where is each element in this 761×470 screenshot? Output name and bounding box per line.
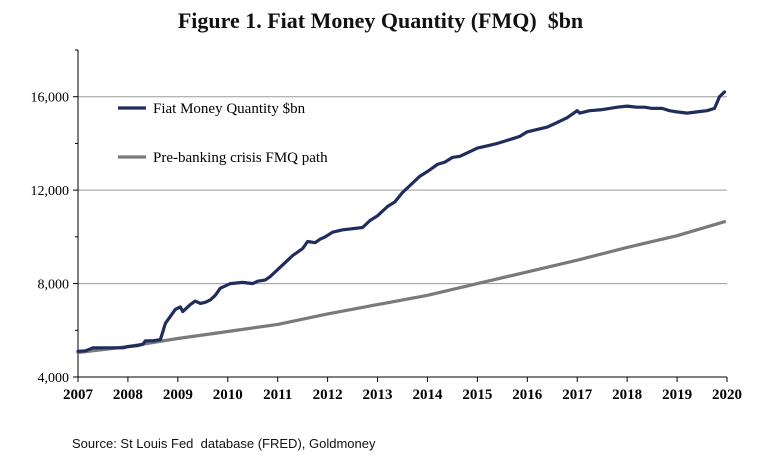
x-tick-label: 2012 [313,387,343,403]
x-tick-label: 2015 [462,387,492,403]
legend-label: Pre-banking crisis FMQ path [153,150,328,166]
x-tick-label: 2017 [562,387,593,403]
x-tick-label: 2008 [113,387,143,403]
y-tick-label: 4,000 [38,371,70,386]
source-note: Source: St Louis Fed database (FRED), Go… [72,436,376,451]
y-tick-label: 12,000 [31,184,70,199]
x-tick-label: 2019 [662,387,692,403]
x-tick-label: 2014 [412,387,443,403]
series-line-pre-crisis-path [76,220,727,355]
y-tick-label: 16,000 [31,91,70,106]
axes: 4,000 8,000 12,000 16,000 2007 2008 2009 2010 20… [31,49,742,403]
x-tick-label: 2007 [63,387,94,403]
x-tick-label: 2011 [263,387,292,403]
gridlines [78,96,727,285]
chart-title: Figure 1. Fiat Money Quantity (FMQ) $bn [177,8,584,33]
series-line-fmq [76,90,727,353]
x-tick-label: 2009 [163,387,193,403]
x-tick-label: 2013 [363,387,393,403]
legend: Fiat Money Quantity $bn Pre-banking crisi… [118,101,328,166]
legend-label: Fiat Money Quantity $bn [153,101,306,117]
x-tick-label: 2010 [213,387,243,403]
x-tick-label: 2020 [712,387,742,403]
y-tick-label: 8,000 [38,278,70,293]
series-lines [76,90,727,355]
x-tick-label: 2018 [612,387,642,403]
x-tick-label: 2016 [512,387,543,403]
